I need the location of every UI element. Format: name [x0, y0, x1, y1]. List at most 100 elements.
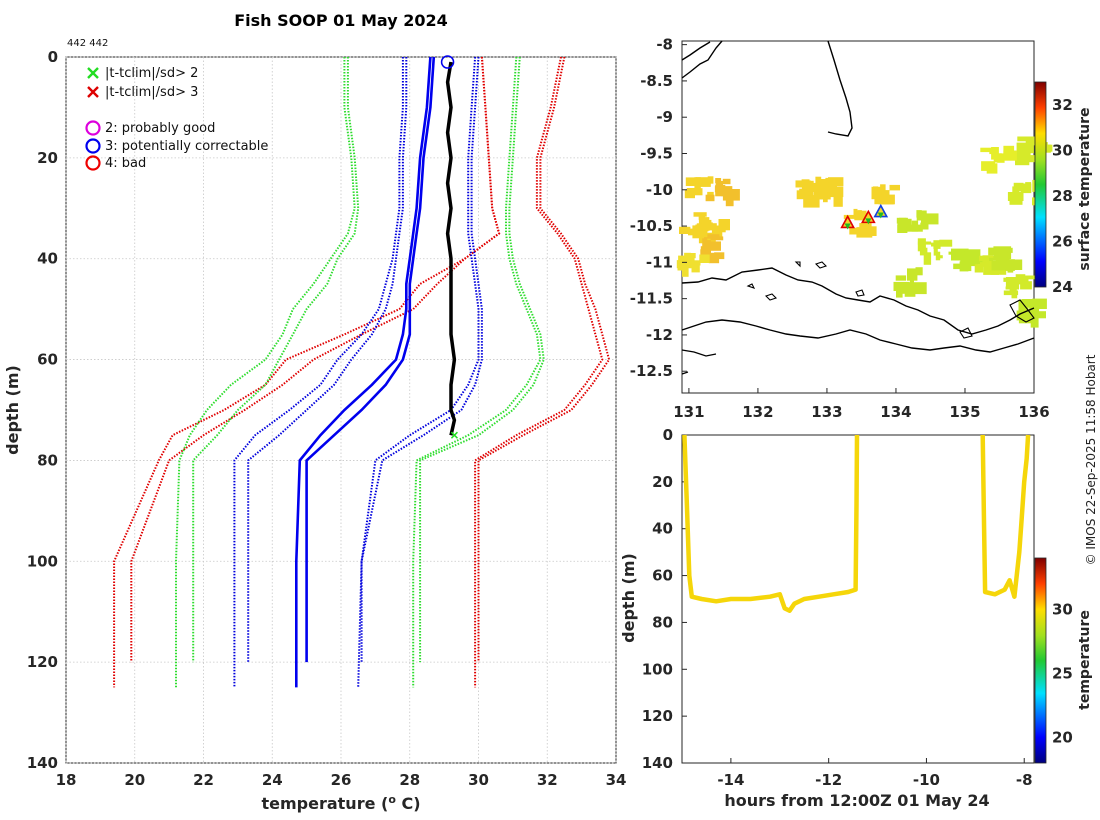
sst-pixel	[1015, 152, 1030, 166]
profile-panel: Fish SOOP 01 May 2024 442 442 18 20 22 24 26…	[3, 11, 626, 813]
sst-pixel	[1017, 276, 1029, 285]
sst-pixel	[715, 178, 722, 184]
profile-series-clim-2sd-high	[412, 56, 542, 688]
legend-label: 4: bad	[105, 156, 146, 171]
profile-series-clim-2sd-low-b	[192, 57, 360, 663]
profile-x-tick: 32	[537, 771, 558, 789]
sst-patch	[1003, 274, 1040, 299]
profile-y-tick: 100	[27, 552, 58, 570]
map-colorbar-tick: 32	[1052, 96, 1073, 114]
sst-pixel	[988, 247, 996, 256]
sst-pixel	[707, 176, 714, 184]
timeseries-colorbar-tick: 30	[1052, 600, 1073, 618]
profile-x-ticks: 18 20 22 24 26 28 30 32 34	[56, 771, 627, 789]
profile-x-tick: 22	[193, 771, 214, 789]
sst-patch	[917, 238, 953, 265]
sst-pixel	[701, 219, 712, 224]
map-y-tick: -8	[656, 36, 673, 54]
sst-pixel	[874, 194, 890, 205]
profile-flag-circle	[440, 55, 455, 69]
map-y-tick: -10.5	[630, 217, 673, 235]
sst-pixel	[849, 227, 863, 235]
sst-pixel	[953, 251, 971, 255]
sst-pixel	[919, 247, 928, 256]
sst-pixel	[911, 220, 919, 232]
timeseries-x-tick: -8	[1016, 771, 1033, 789]
sst-pixel	[995, 258, 1010, 270]
sst-pixel	[857, 210, 862, 217]
map-x-tick: 136	[1018, 403, 1049, 421]
sst-pixel	[828, 180, 837, 189]
sst-pixel	[1025, 182, 1032, 188]
sst-pixel	[1007, 261, 1014, 273]
sst-pixel	[889, 184, 900, 191]
chart-title: Fish SOOP 01 May 2024	[234, 11, 448, 30]
sst-pixel	[915, 267, 923, 276]
sst-patch	[700, 234, 725, 264]
sst-pixel	[688, 228, 693, 236]
id-label: 442 442	[67, 38, 108, 49]
sst-pixel	[933, 242, 938, 256]
legend-label: |t-tclim|/sd> 2	[105, 66, 198, 81]
profile-series-clim-3sd-low-b	[130, 56, 501, 663]
sst-pixel	[718, 219, 730, 231]
sst-patch	[988, 246, 1023, 273]
timeseries-y-tick: 80	[652, 613, 673, 631]
sst-pixel	[989, 257, 1007, 261]
sst-pixel	[1013, 182, 1024, 192]
map-y-tick: -11.5	[630, 290, 673, 308]
sst-pixel	[715, 184, 726, 197]
profile-x-tick: 34	[606, 771, 627, 789]
timeseries-y-ticks: 0 20 40 60 80 100 120 140	[642, 426, 673, 772]
sst-pixel	[917, 238, 926, 252]
sst-pixel	[685, 177, 697, 186]
sst-pixel	[677, 267, 687, 271]
sst-pixel	[817, 184, 829, 193]
map-colorbar-tick: 24	[1052, 278, 1073, 296]
profile-x-tick: 28	[399, 771, 420, 789]
sst-patch	[1015, 136, 1053, 166]
sst-pixel	[702, 235, 708, 248]
profile-flag-cross	[450, 431, 458, 439]
map-y-tick: -12.5	[630, 362, 673, 380]
legend-label: 2: probably good	[105, 121, 215, 136]
sst-pixel	[859, 223, 872, 228]
timeseries-y-label: depth (m)	[619, 553, 638, 643]
sst-pixel	[1021, 299, 1038, 308]
map-y-ticks: -8 -8.5 -9 -9.5 -10 -10.5 -11 -11.5 -12 -12.5	[630, 36, 687, 380]
sst-pixel	[899, 217, 908, 228]
map-markers	[840, 203, 889, 230]
profile-y-tick: 120	[27, 653, 58, 671]
timeseries-y-tick: 140	[642, 754, 673, 772]
sst-patch	[1016, 298, 1047, 328]
sst-pixel	[823, 195, 828, 203]
map-marker-arrow	[844, 223, 851, 230]
sst-pixel	[856, 227, 873, 238]
profile-grid	[65, 56, 617, 764]
sst-pixel	[1026, 155, 1038, 163]
sst-pixel	[953, 263, 963, 270]
map-y-tick: -9	[656, 108, 673, 126]
map-colorbar-label: surface temperature	[1077, 107, 1093, 270]
sst-pixel	[813, 190, 831, 200]
sst-pixel	[991, 147, 999, 160]
sst-pixel	[707, 241, 721, 251]
sst-pixel	[1030, 315, 1039, 328]
sst-pixel	[909, 279, 914, 289]
sst-pixel	[907, 268, 918, 281]
legend-label: |t-tclim|/sd> 3	[105, 85, 198, 100]
profile-x-tick: 24	[262, 771, 283, 789]
map-panel: 131 132 133 134 135 136 -8-8.5-9-9.5-10-10.5-…	[630, 36, 1093, 421]
map-y-tick: -10	[646, 181, 673, 199]
map-x-tick: 131	[673, 403, 704, 421]
map-colorbar-tick: 26	[1052, 232, 1073, 250]
sst-pixel	[933, 240, 941, 249]
profile-series-clim-2sd-low	[175, 57, 356, 688]
timeseries-panel: -14 -12 -10 -8 0 20 40 60 80 100 120 140 20 25 30 te…	[619, 426, 1093, 810]
profile-x-tick: 18	[56, 771, 77, 789]
sst-pixel	[951, 248, 969, 261]
sst-pixel	[682, 267, 689, 277]
legend-circle-icon	[85, 120, 101, 136]
profile-y-tick: 20	[37, 149, 58, 167]
sst-pixel	[679, 226, 691, 234]
